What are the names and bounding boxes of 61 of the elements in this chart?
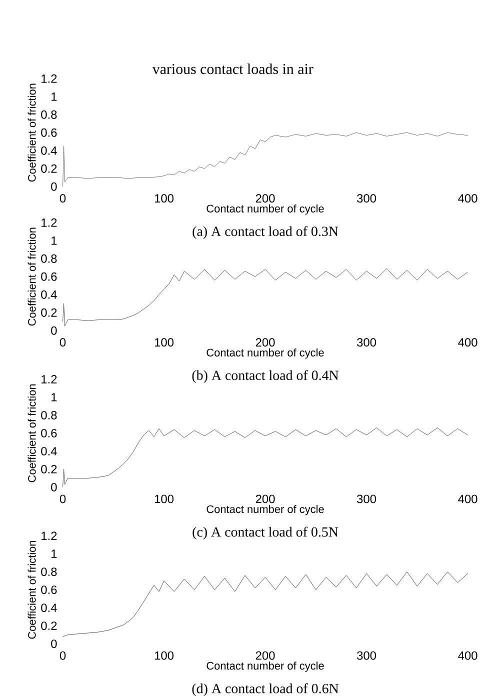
x-tick-label: 400 [458,651,478,660]
y-tick-label: 0 [51,326,57,335]
x-tick-label: 200 [256,338,275,347]
x-tick-label: 300 [357,194,376,203]
x-tick-label: 100 [154,651,174,660]
y-tick-label: 0.6 [41,128,57,137]
x-tick-label: 100 [154,338,174,347]
y-tick-label: 0 [51,482,57,492]
y-tick-label: 1.2 [42,375,57,384]
x-tick-label: 100 [154,194,174,203]
x-tick-label: 0 [60,651,66,660]
x-tick-label: 200 [256,494,275,504]
x-tick-label: 200 [256,651,275,660]
y-tick-label: 0 [51,640,57,648]
y-tick-label: 0.4 [41,604,57,612]
y-tick-label: 0.8 [41,110,57,119]
x-axis-title: Contact number of cycle [206,348,324,359]
y-tick-label: 0.6 [41,428,57,438]
annotation: (c) A contact load of 0.5N [192,526,338,540]
x-axis-title: Contact number of cycle [206,204,324,215]
x-tick-label: 0 [60,194,66,203]
y-tick-label: 0 [51,182,57,191]
y-tick-label: 0.4 [41,446,57,456]
y-axis-title: Coefficient of friction [28,540,36,639]
annotation: (b) A contact load of 0.4N [192,370,339,383]
x-axis-title: Contact number of cycle [206,662,324,672]
y-tick-label: 1 [52,550,57,558]
x-tick-label: 300 [357,338,376,347]
y-tick-label: 1 [52,236,57,245]
y-tick-label: 0.2 [41,464,57,474]
y-tick-label: 1 [52,92,57,101]
y-tick-label: 0.6 [41,272,57,281]
x-tick-label: 300 [357,651,376,660]
y-tick-label: 0.6 [41,586,57,594]
x-tick-label: 400 [458,338,478,347]
y-tick-label: 0.8 [41,410,57,420]
x-tick-label: 100 [154,494,174,504]
y-tick-label: 0.8 [41,254,57,263]
x-tick-label: 0 [60,338,66,347]
y-tick-label: 1 [52,393,57,402]
y-tick-label: 1.2 [42,74,57,83]
x-tick-label: 400 [458,494,478,504]
x-tick-label: 300 [357,494,376,504]
annotation: (a) A contact load of 0.3N [192,226,338,239]
text: (d) A contact load of 0.6N [192,683,339,696]
y-tick-label: 1.2 [42,532,57,540]
x-axis-title: Contact number of cycle [206,505,324,516]
y-tick-label: 0.2 [41,164,57,173]
y-axis-title: Coefficient of friction [28,84,36,182]
chart-title: various contact loads in air [152,64,314,74]
y-tick-label: 0.8 [41,568,57,576]
x-tick-label: 0 [60,494,66,504]
y-tick-label: 0.2 [41,308,57,317]
y-tick-label: 1.2 [42,218,57,227]
x-tick-label: 200 [256,194,275,203]
x-tick-label: 400 [458,194,478,203]
y-axis-title: Coefficient of friction [28,228,36,326]
y-tick-label: 0.4 [41,290,57,299]
y-axis-title: Coefficient of friction [28,384,36,482]
y-tick-label: 0.4 [41,146,57,155]
y-tick-label: 0.2 [41,622,57,630]
